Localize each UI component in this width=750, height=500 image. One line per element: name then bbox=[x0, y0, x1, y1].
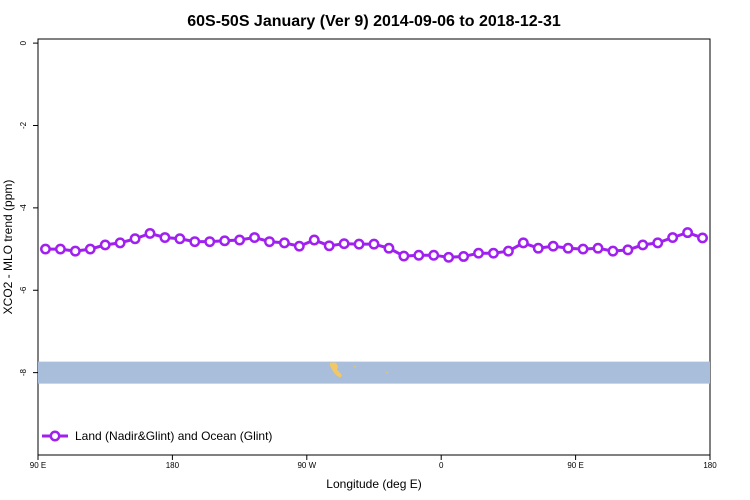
x-tick-label: 90 E bbox=[567, 461, 583, 470]
data-point bbox=[250, 233, 258, 241]
island bbox=[354, 366, 356, 368]
data-point bbox=[235, 236, 243, 244]
data-point bbox=[101, 241, 109, 249]
y-tick-label: -8 bbox=[19, 369, 28, 377]
data-point bbox=[504, 247, 512, 255]
y-tick-label: -2 bbox=[19, 121, 28, 129]
legend: Land (Nadir&Glint) and Ocean (Glint) bbox=[42, 429, 272, 443]
data-point bbox=[370, 240, 378, 248]
data-point bbox=[220, 237, 228, 245]
data-point bbox=[191, 237, 199, 245]
y-tick-label: -6 bbox=[19, 286, 28, 294]
x-tick-label: 90 E bbox=[30, 461, 46, 470]
data-point bbox=[56, 245, 64, 253]
data-point bbox=[415, 251, 423, 259]
data-point bbox=[400, 252, 408, 260]
ocean-band bbox=[38, 362, 710, 384]
data-point bbox=[594, 244, 602, 252]
data-point bbox=[683, 228, 691, 236]
legend-label: Land (Nadir&Glint) and Ocean (Glint) bbox=[75, 429, 272, 443]
data-point bbox=[474, 249, 482, 257]
data-point bbox=[176, 235, 184, 243]
x-axis: 90 E 180 90 W 0 90 E 180 bbox=[30, 455, 717, 470]
data-point bbox=[325, 242, 333, 250]
data-point bbox=[310, 236, 318, 244]
data-point bbox=[624, 246, 632, 254]
data-point bbox=[146, 229, 154, 237]
data-point bbox=[71, 247, 79, 255]
data-point bbox=[86, 245, 94, 253]
data-point bbox=[131, 235, 139, 243]
x-axis-label: Longitude (deg E) bbox=[326, 477, 421, 491]
data-point bbox=[206, 237, 214, 245]
x-tick-label: 90 W bbox=[297, 461, 316, 470]
map-strip bbox=[38, 362, 710, 384]
data-point bbox=[430, 251, 438, 259]
data-point bbox=[280, 239, 288, 247]
x-tick-label: 0 bbox=[439, 461, 444, 470]
data-point bbox=[549, 242, 557, 250]
data-point bbox=[340, 240, 348, 248]
y-tick-label: -4 bbox=[19, 204, 28, 212]
y-tick-label: 0 bbox=[19, 40, 28, 45]
data-point bbox=[668, 233, 676, 241]
data-point bbox=[385, 244, 393, 252]
data-point bbox=[355, 240, 363, 248]
y-axis: 0 -2 -4 -6 -8 bbox=[19, 40, 38, 376]
x-tick-label: 180 bbox=[166, 461, 180, 470]
data-point bbox=[444, 253, 452, 261]
x-tick-label: 180 bbox=[703, 461, 717, 470]
data-point bbox=[295, 242, 303, 250]
data-point bbox=[41, 245, 49, 253]
data-point bbox=[161, 233, 169, 241]
data-point bbox=[116, 239, 124, 247]
island bbox=[386, 372, 388, 374]
data-point bbox=[265, 237, 273, 245]
data-point bbox=[609, 247, 617, 255]
data-point bbox=[639, 241, 647, 249]
data-point bbox=[489, 249, 497, 257]
series-layer bbox=[41, 228, 706, 261]
y-axis-label: XCO2 - MLO trend (ppm) bbox=[1, 180, 15, 315]
data-point bbox=[654, 239, 662, 247]
data-point bbox=[698, 234, 706, 242]
data-point bbox=[459, 252, 467, 260]
data-point bbox=[564, 244, 572, 252]
data-point bbox=[579, 245, 587, 253]
legend-marker bbox=[51, 432, 59, 440]
data-point bbox=[534, 244, 542, 252]
data-point bbox=[519, 239, 527, 247]
chart-title: 60S-50S January (Ver 9) 2014-09-06 to 20… bbox=[187, 13, 561, 30]
